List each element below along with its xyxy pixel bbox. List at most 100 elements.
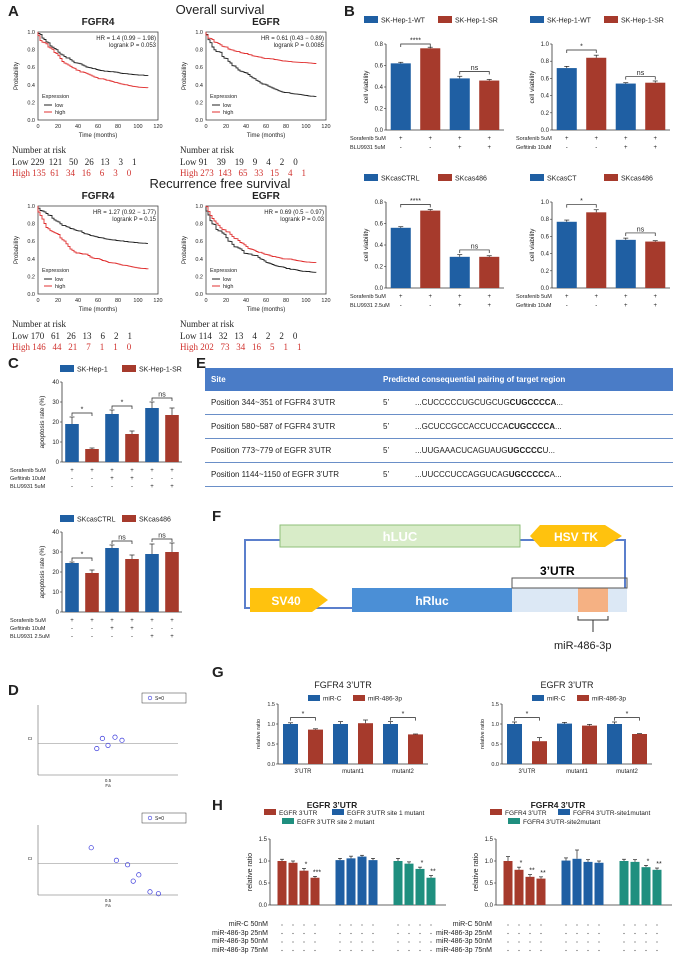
bar-chart: 0.0 0.2 0.4 0.6 0.8 cell viability SK-Hep-1-WT… — [350, 16, 504, 151]
treatment-sign: + — [624, 145, 628, 151]
significance-bracket — [390, 717, 416, 721]
km-plot: FGFR4 0.0 0.2 0.4 0.6 0.8 1.0 0 20 40 60 80 100 120 Pr… — [14, 17, 163, 139]
treatment-sign: + — [170, 484, 174, 490]
bar — [288, 862, 298, 905]
km-ytick: 0.6 — [195, 65, 203, 71]
y-tick-label: 0.0 — [491, 762, 499, 768]
treatment-sign: + — [487, 145, 491, 151]
dose-marker — [430, 941, 432, 943]
treatment-label: Sorafenib 5uM — [516, 136, 552, 142]
treatment-sign: + — [487, 136, 491, 142]
dose-marker — [350, 941, 352, 943]
legend-label: EGFR 3’UTR — [279, 810, 318, 817]
significance-label: * — [626, 711, 629, 718]
sequence-cell: ...UUCCCUCCAGGUCAGUGCCCCCA... — [409, 462, 673, 487]
km-risk-high-row: High 273 143 65 33 15 4 1 — [180, 168, 306, 178]
y-tick-label: 1.0 — [541, 200, 550, 206]
treatment-sign: + — [653, 294, 657, 300]
bar — [85, 449, 99, 462]
km-risk-high-row: High 135 61 34 16 6 3 0 — [12, 168, 132, 178]
g-chart-title: EGFR 3’UTR — [540, 680, 594, 690]
bar — [404, 863, 414, 905]
km-ytick: 0.0 — [195, 292, 203, 298]
legend-swatch — [332, 809, 344, 815]
dose-marker — [372, 949, 374, 952]
dose-marker — [598, 932, 600, 935]
hluc-box — [279, 524, 521, 548]
legend-label: FGFR4 3’UTR-site1mutant — [573, 810, 650, 817]
dose-dots — [281, 924, 658, 952]
km-ytick: 0.8 — [27, 222, 35, 228]
bar — [556, 68, 577, 130]
legend-swatch — [438, 16, 452, 23]
bar — [594, 862, 604, 905]
dose-marker — [361, 924, 363, 926]
treatment-sign: + — [487, 294, 491, 300]
significance-bracket — [459, 249, 490, 253]
km-legend-high: high — [223, 284, 233, 290]
ci-legend-label: S=0 — [155, 816, 164, 822]
km-xtick: 60 — [263, 298, 269, 304]
header-site: Site — [205, 368, 377, 391]
legend-label: SKcasCT — [547, 176, 577, 183]
sv40-arrow — [250, 588, 328, 612]
legend-label: SK-Hep-1-SR — [139, 367, 182, 374]
legend-label: miR-C — [323, 696, 342, 703]
bar — [607, 724, 622, 764]
y-tick-label: 0.6 — [541, 76, 550, 82]
h-chart-title: EGFR 3’UTR — [307, 800, 358, 810]
bar — [630, 861, 640, 905]
legend-swatch — [577, 695, 589, 701]
treatment-sign: + — [130, 468, 134, 474]
treatment-sign: + — [594, 136, 598, 142]
legend-swatch — [122, 515, 136, 522]
y-tick-label: 20 — [52, 570, 59, 576]
y-tick-label: 0.4 — [541, 94, 550, 100]
y-tick-label: 10 — [52, 590, 59, 596]
dose-marker — [292, 949, 294, 952]
overall-survival-title: Overall survival — [175, 2, 265, 17]
km-ytick: 0.2 — [195, 100, 203, 106]
y-tick-label: 0.4 — [541, 252, 550, 258]
h-chart-title: FGFR4 3’UTR — [531, 800, 586, 810]
sequence-cell: ...GCUCCGCCACCUCCACUGCCCCA... — [409, 414, 673, 439]
treatment-sign: + — [110, 626, 114, 632]
ci-point — [113, 857, 119, 863]
ci-point — [99, 735, 105, 742]
panel-letter-f: F — [212, 508, 222, 525]
ci-point — [130, 878, 136, 884]
sequence-cell: ...CUCCCCCUGCUGCUGCUGCCCCA... — [409, 391, 673, 415]
dose-marker — [634, 932, 636, 935]
dose-marker — [281, 949, 283, 952]
km-xlabel: Time (months) — [79, 133, 117, 139]
site-cell: Position 344~351 of FGFR4 3’UTR — [205, 391, 377, 415]
bar — [408, 734, 423, 764]
dose-marker — [656, 932, 658, 935]
y-tick-label: 1.0 — [267, 722, 275, 728]
treatment-sign: + — [624, 303, 628, 309]
dose-marker — [292, 932, 294, 935]
ci-point — [105, 742, 111, 748]
significance-bracket — [514, 717, 540, 721]
dose-marker — [372, 924, 374, 926]
y-tick-label: 1.5 — [267, 702, 275, 708]
treatment-sign: - — [566, 145, 568, 151]
treatment-label: Gefitinib 10uM — [10, 476, 46, 482]
g-category-label: mutant1 — [566, 769, 588, 775]
ci-point — [119, 737, 125, 743]
dose-marker — [397, 941, 399, 943]
dose-marker — [540, 941, 542, 943]
y-tick-label: 0.0 — [267, 762, 275, 768]
dose-marker — [292, 941, 294, 943]
bar — [145, 554, 159, 612]
ci-legend-marker — [147, 695, 153, 701]
y-tick-label: 0.0 — [541, 128, 550, 134]
dose-marker — [576, 924, 578, 926]
km-gene-title: FGFR4 — [82, 17, 115, 28]
km-ytick: 0.0 — [27, 118, 35, 124]
legend-label: EGFR 3’UTR site 1 mutant — [347, 810, 424, 817]
significance-label: * — [526, 711, 529, 718]
bar — [65, 424, 79, 462]
treatment-label: Gefitinib 10uM — [516, 303, 552, 309]
significance-bracket — [290, 717, 316, 721]
